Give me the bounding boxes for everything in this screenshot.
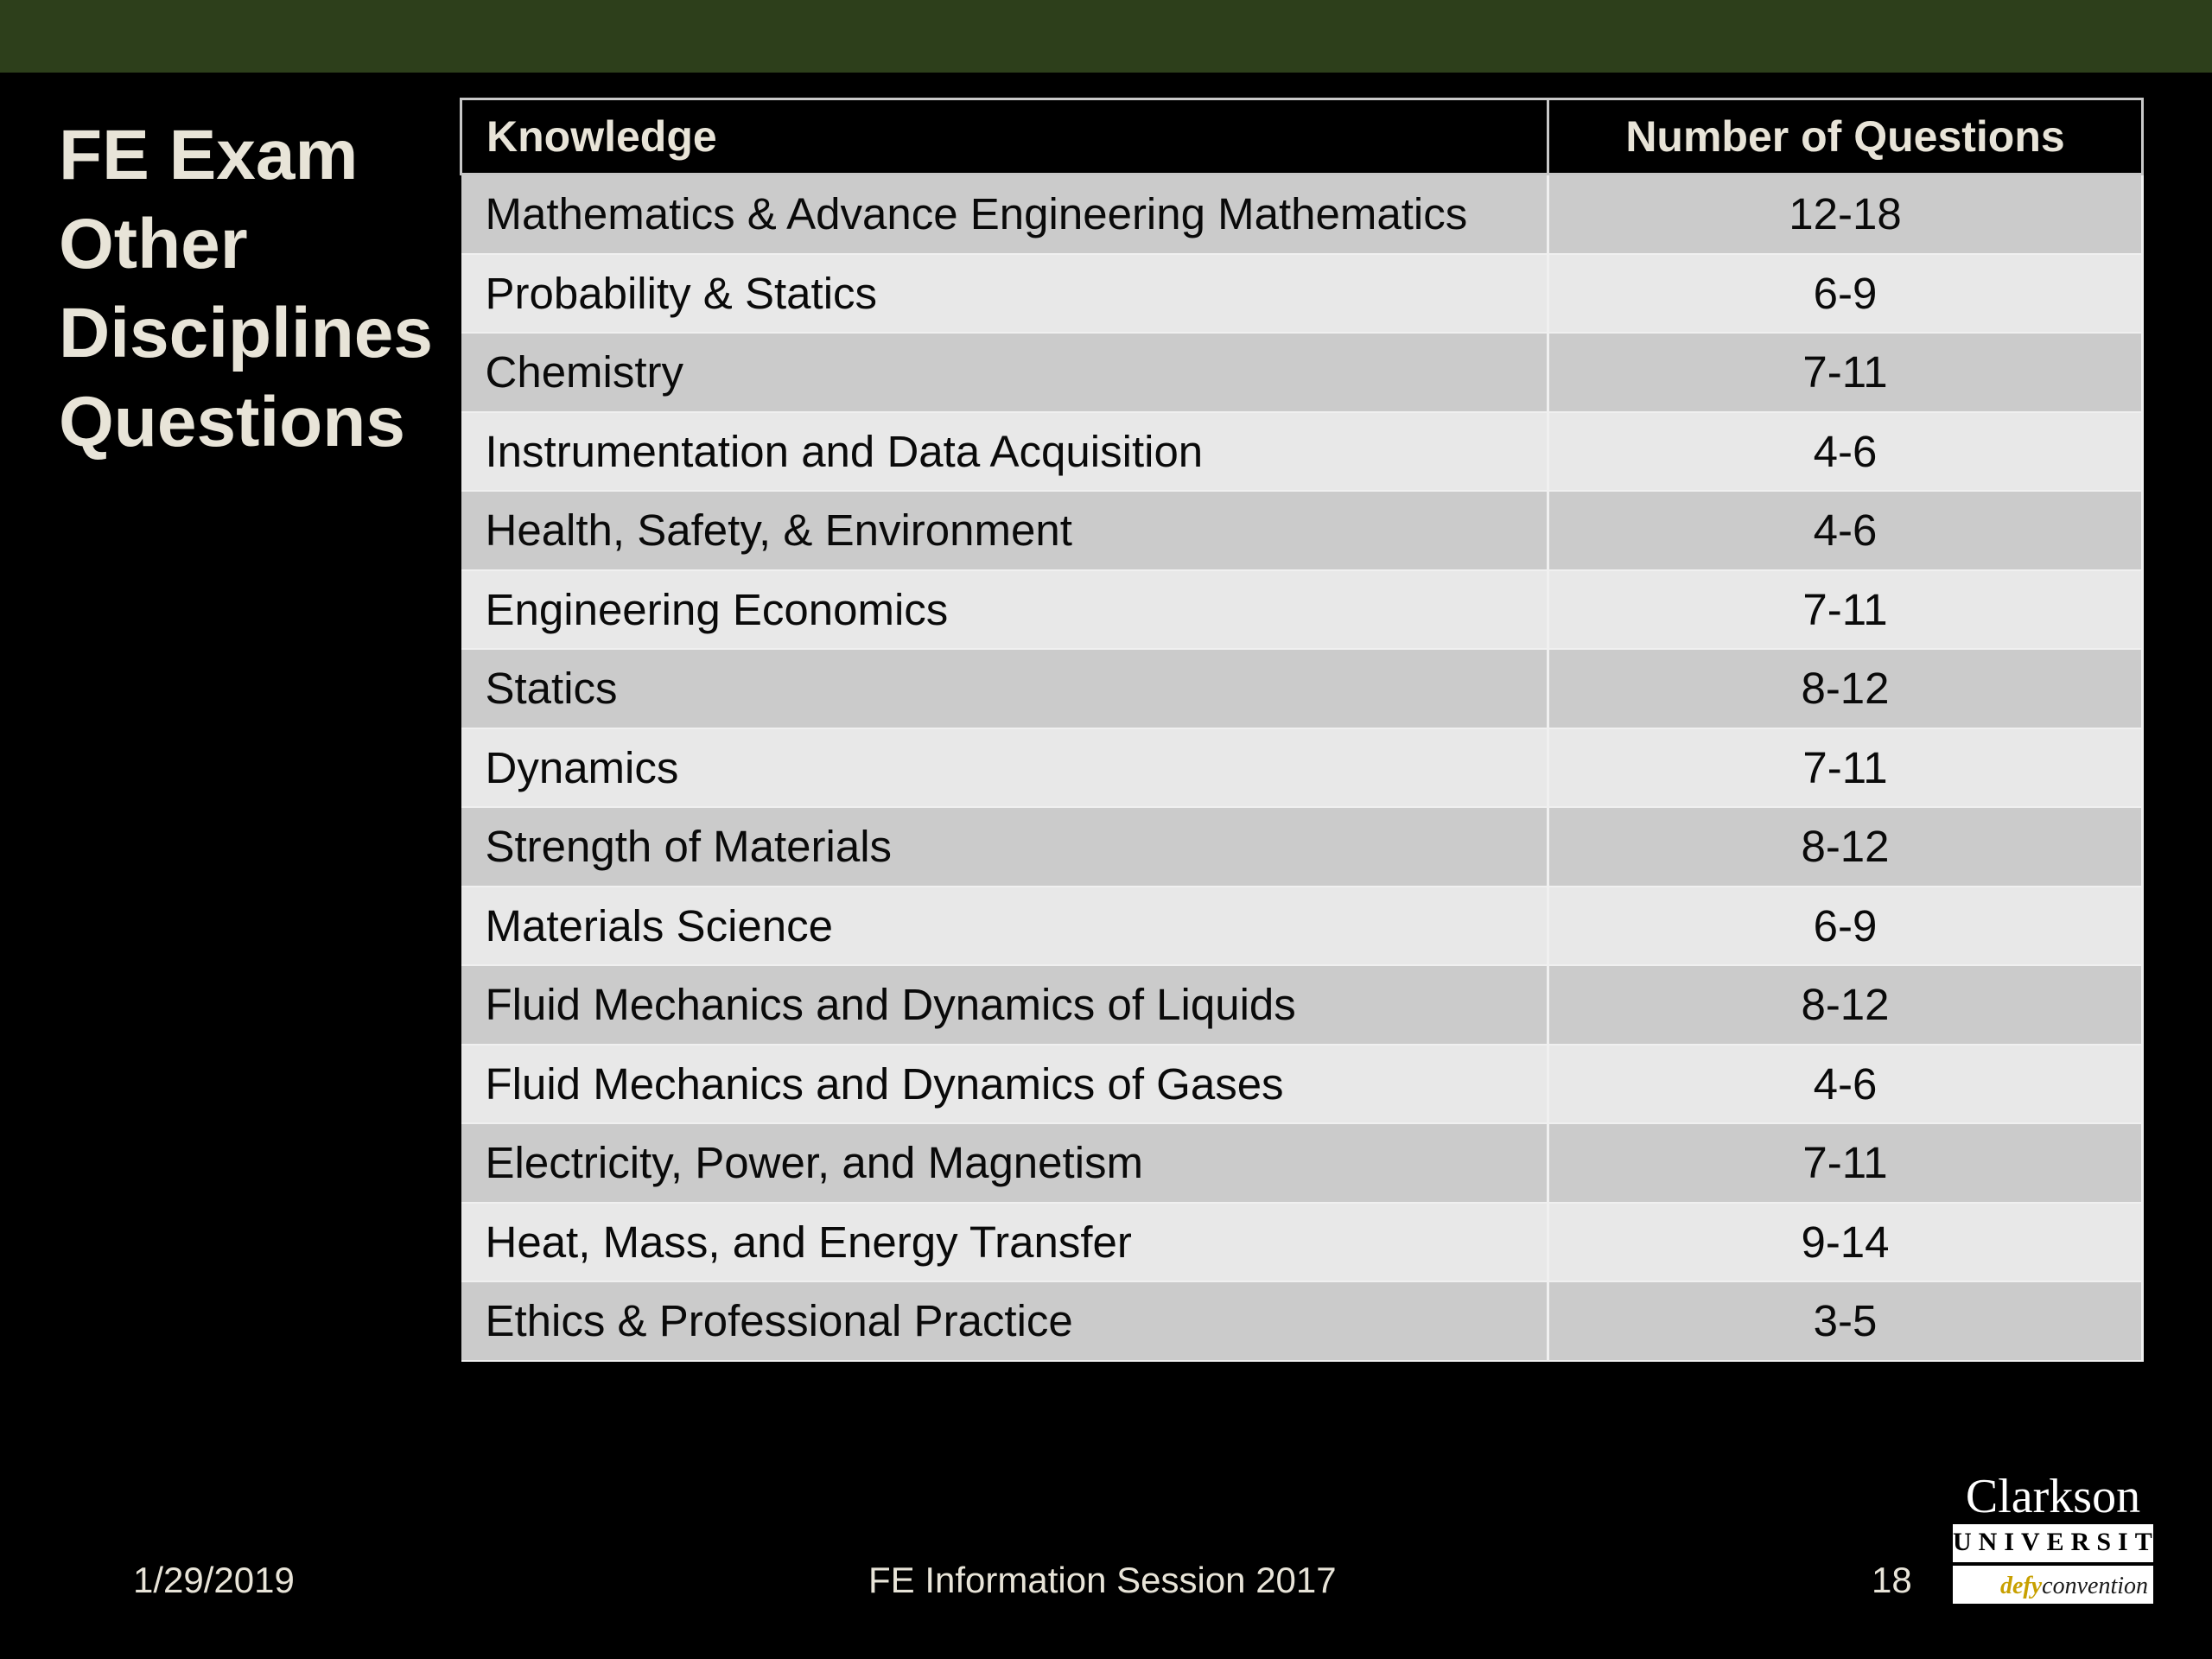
- question-count-cell: 4-6: [1548, 411, 2144, 492]
- question-count-cell: 8-12: [1548, 807, 2144, 887]
- knowledge-cell: Engineering Economics: [461, 569, 1549, 650]
- question-count-cell: 8-12: [1548, 649, 2144, 729]
- table-row: Dynamics 7-11: [461, 728, 2144, 808]
- question-count-cell: 6-9: [1548, 253, 2144, 334]
- page-number: 18: [1872, 1560, 1912, 1600]
- knowledge-cell: Instrumentation and Data Acquisition: [461, 411, 1549, 492]
- footer-title: FE Information Session 2017: [868, 1560, 1337, 1600]
- slide-title-line: Disciplines: [59, 294, 433, 372]
- logo-name: Clarkson: [1965, 1470, 2141, 1523]
- question-count-cell: 4-6: [1548, 491, 2144, 571]
- knowledge-cell: Electricity, Power, and Magnetism: [461, 1123, 1549, 1204]
- knowledge-cell: Strength of Materials: [461, 807, 1549, 887]
- header-knowledge: Knowledge: [460, 98, 1549, 175]
- header-number-of-questions: Number of Questions: [1547, 98, 2144, 175]
- slide-title-line: FE Exam: [59, 116, 359, 194]
- table-row: Ethics & Professional Practice 3-5: [461, 1281, 2144, 1362]
- table-row: Materials Science 6-9: [461, 886, 2144, 966]
- knowledge-cell: Ethics & Professional Practice: [461, 1281, 1549, 1362]
- logo-tagline: defyconvention: [2000, 1573, 2148, 1600]
- questions-table: Knowledge Number of Questions Mathematic…: [460, 98, 2144, 1362]
- table-row: Mathematics & Advance Engineering Mathem…: [461, 174, 2144, 255]
- logo-university: UNIVERSITY: [1953, 1528, 2185, 1556]
- question-count-cell: 7-11: [1548, 569, 2144, 650]
- table-row: Chemistry 7-11: [461, 333, 2144, 413]
- knowledge-cell: Statics: [461, 649, 1549, 729]
- table-row: Instrumentation and Data Acquisition 4-6: [461, 411, 2144, 492]
- knowledge-cell: Mathematics & Advance Engineering Mathem…: [461, 174, 1549, 255]
- table-row: Statics 8-12: [461, 649, 2144, 729]
- question-count-cell: 4-6: [1548, 1044, 2144, 1124]
- footer-date: 1/29/2019: [133, 1560, 295, 1600]
- knowledge-cell: Dynamics: [461, 728, 1549, 808]
- table-row: Fluid Mechanics and Dynamics of Liquids 8…: [461, 965, 2144, 1046]
- question-count-cell: 3-5: [1548, 1281, 2144, 1362]
- slide-title-line: Other: [59, 205, 248, 283]
- knowledge-cell: Probability & Statics: [461, 253, 1549, 334]
- clarkson-university-logo: Clarkson UNIVERSITY defyconvention: [1949, 1469, 2185, 1607]
- top-accent-bar: [0, 0, 2212, 73]
- knowledge-cell: Materials Science: [461, 886, 1549, 966]
- knowledge-cell: Health, Safety, & Environment: [461, 491, 1549, 571]
- table-row: Fluid Mechanics and Dynamics of Gases 4-6: [461, 1044, 2144, 1124]
- question-count-cell: 7-11: [1548, 728, 2144, 808]
- table-row: Probability & Statics 6-9: [461, 253, 2144, 334]
- logo-box: UNIVERSITY defyconvention: [1953, 1524, 2185, 1604]
- question-count-cell: 9-14: [1548, 1202, 2144, 1282]
- knowledge-cell: Fluid Mechanics and Dynamics of Gases: [461, 1044, 1549, 1124]
- logo-tag-defy: defy: [1999, 1573, 2043, 1599]
- table-row: Health, Safety, & Environment 4-6: [461, 491, 2144, 571]
- questions-table-container: Knowledge Number of Questions Mathematic…: [460, 98, 2144, 1362]
- table-row: Engineering Economics 7-11: [461, 569, 2144, 650]
- logo-divider: [1953, 1562, 2153, 1566]
- question-count-cell: 7-11: [1548, 1123, 2144, 1204]
- slide-title: FE Exam Other Disciplines Questions: [59, 111, 456, 467]
- question-count-cell: 7-11: [1548, 333, 2144, 413]
- table-row: Electricity, Power, and Magnetism 7-11: [461, 1123, 2144, 1204]
- question-count-cell: 8-12: [1548, 965, 2144, 1046]
- table-body: Mathematics & Advance Engineering Mathem…: [461, 174, 2144, 1362]
- table-row: Heat, Mass, and Energy Transfer 9-14: [461, 1202, 2144, 1282]
- table-header-row: Knowledge Number of Questions: [460, 98, 2144, 175]
- logo-tag-rest: convention: [2042, 1573, 2148, 1599]
- table-row: Strength of Materials 8-12: [461, 807, 2144, 887]
- question-count-cell: 12-18: [1548, 174, 2144, 255]
- question-count-cell: 6-9: [1548, 886, 2144, 966]
- slide-title-line: Questions: [59, 383, 405, 461]
- knowledge-cell: Heat, Mass, and Energy Transfer: [461, 1202, 1549, 1282]
- knowledge-cell: Chemistry: [461, 333, 1549, 413]
- knowledge-cell: Fluid Mechanics and Dynamics of Liquids: [461, 965, 1549, 1046]
